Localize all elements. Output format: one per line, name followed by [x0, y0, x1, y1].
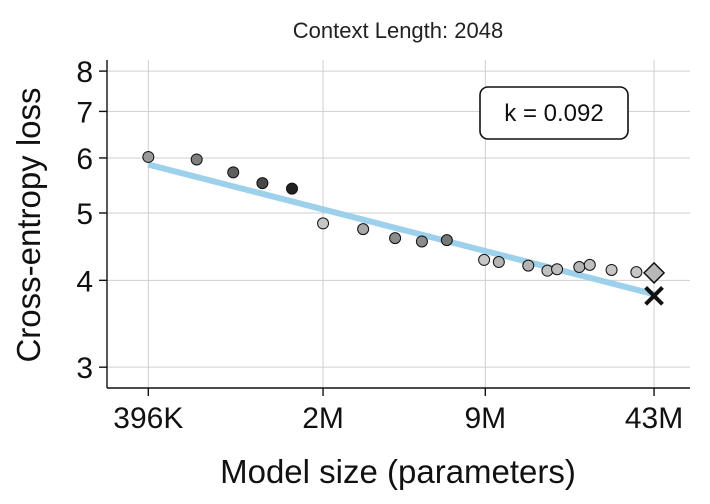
- x-marker: [644, 285, 664, 306]
- data-point: [357, 223, 370, 236]
- y-axis-label: Cross-entropy loss: [10, 87, 47, 362]
- annotation-frame: [479, 86, 629, 140]
- data-point: [142, 150, 155, 163]
- x-marker-stroke: [644, 285, 664, 306]
- y-tick-label: 8: [76, 56, 93, 89]
- y-tick-label: 5: [76, 198, 93, 231]
- data-point: [605, 263, 618, 276]
- data-point: [317, 217, 330, 230]
- data-points: [142, 150, 643, 279]
- data-point: [573, 261, 586, 274]
- y-ticks: 3 4 5 6 7 8: [76, 56, 107, 385]
- annotation-box: k = 0.092: [479, 86, 629, 140]
- special-points: [642, 261, 666, 306]
- x-ticks: 396K 2M 9M 43M: [113, 388, 683, 435]
- data-point: [551, 263, 564, 276]
- data-point: [522, 259, 535, 272]
- y-tick-label: 4: [76, 265, 93, 298]
- data-point: [415, 235, 428, 248]
- y-tick-label: 7: [76, 96, 93, 129]
- data-point: [227, 166, 240, 179]
- fit-line: [147, 161, 655, 298]
- diamond-marker: [642, 261, 666, 284]
- data-point: [583, 258, 596, 271]
- x-tick-label: 396K: [113, 402, 183, 435]
- data-point: [256, 177, 269, 190]
- annotation-text: k = 0.092: [504, 100, 603, 127]
- data-point: [190, 153, 203, 166]
- y-tick-label: 3: [76, 352, 93, 385]
- data-point: [492, 256, 505, 269]
- x-tick-label: 43M: [625, 402, 683, 435]
- x-tick-label: 9M: [464, 402, 506, 435]
- plot-area: 396K 2M 9M 43M 3 4 5 6 7 8 k = 0.092: [76, 56, 690, 435]
- data-point: [440, 234, 453, 247]
- x-axis-label: Model size (parameters): [220, 453, 576, 490]
- y-tick-label: 6: [76, 143, 93, 176]
- data-point: [286, 182, 299, 195]
- data-point: [630, 266, 643, 279]
- chart-title: Context Length: 2048: [293, 18, 503, 43]
- x-tick-label: 2M: [302, 402, 344, 435]
- data-point: [478, 253, 491, 266]
- data-point: [389, 232, 402, 245]
